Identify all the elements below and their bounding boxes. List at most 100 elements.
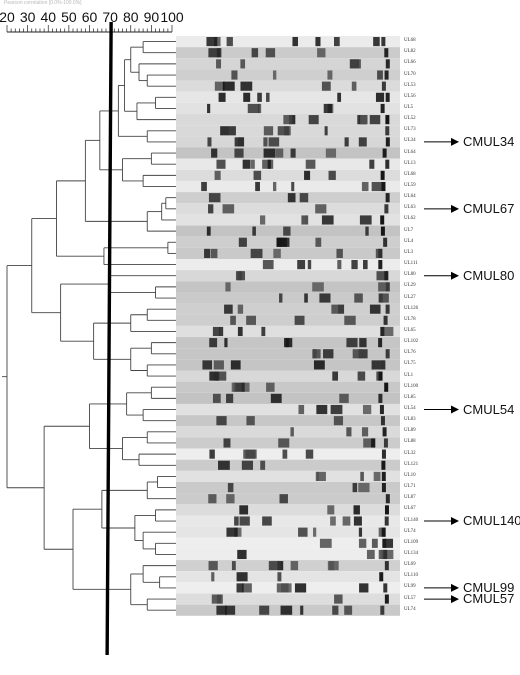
gel-band <box>384 561 389 571</box>
callout-arrow-head <box>451 517 459 526</box>
gel-band <box>226 37 233 47</box>
callout-arrow-head <box>451 595 459 604</box>
lane-label: UL4 <box>404 238 414 244</box>
callout-label: CMUL80 <box>463 267 515 283</box>
lane-label: UL140 <box>404 517 419 523</box>
gel-band <box>238 237 247 247</box>
lane-label: UL68 <box>404 171 416 177</box>
gel-band <box>369 304 381 314</box>
gel-band <box>231 70 238 80</box>
gel-band <box>376 371 381 381</box>
gel-band <box>371 538 378 548</box>
gel-band <box>383 438 388 448</box>
scale-tick-label: 60 <box>81 9 98 25</box>
gel-lane <box>176 314 400 326</box>
gel-band <box>385 349 390 359</box>
gel-lane <box>176 136 400 148</box>
gel-band <box>270 393 282 403</box>
gel-band <box>315 37 321 47</box>
gel-band <box>315 237 322 247</box>
lane-label: UL1 <box>404 372 414 378</box>
lane-label: UL67 <box>404 506 416 512</box>
gel-band <box>385 282 390 292</box>
gel-band <box>379 404 384 415</box>
gel-band <box>216 594 223 604</box>
gel-band <box>382 148 387 158</box>
gel-band <box>323 349 334 359</box>
gel-band <box>381 471 386 481</box>
gel-lane <box>176 392 400 404</box>
lane-label: UL111 <box>404 261 418 267</box>
gel-band <box>385 59 390 69</box>
gel-band <box>332 605 339 615</box>
gel-band <box>332 371 339 381</box>
callout-label: CMUL57 <box>463 591 515 607</box>
gel-band <box>352 349 362 359</box>
gel-lane <box>176 459 400 471</box>
lane-label: UL80 <box>404 272 416 278</box>
gel-band <box>300 605 304 615</box>
gel-band <box>344 315 356 325</box>
gel-band <box>312 282 324 292</box>
gel-band <box>262 516 272 526</box>
gel-lane <box>176 415 400 427</box>
gel-band <box>260 460 266 470</box>
gel-band <box>385 115 390 125</box>
gel-band <box>369 159 375 169</box>
gel-band <box>272 70 277 80</box>
gel-lane <box>176 504 400 516</box>
gel-lane <box>176 593 400 605</box>
gel-band <box>378 393 383 403</box>
gel-band <box>383 326 394 337</box>
gel-band <box>346 338 358 348</box>
gel-band <box>267 159 271 169</box>
gel-band <box>226 527 238 537</box>
gel-band <box>346 427 352 437</box>
lane-label: UL64 <box>404 149 416 155</box>
gel-band <box>213 371 220 381</box>
gel-lane <box>176 169 400 181</box>
gel-band <box>371 438 376 448</box>
gel-band <box>234 148 244 158</box>
gel-band <box>224 338 228 348</box>
gel-band <box>208 193 221 203</box>
gel-band <box>357 371 366 381</box>
gel-band <box>208 48 221 58</box>
gel-band <box>315 204 327 214</box>
gel-band <box>305 159 316 169</box>
gel-band <box>378 260 383 270</box>
gel-band <box>251 48 259 58</box>
gel-band <box>282 449 288 459</box>
gel-band <box>321 215 334 225</box>
gel-band <box>385 126 390 136</box>
gel-band <box>218 460 230 470</box>
gel-lane <box>176 214 400 226</box>
lane-label: UL27 <box>404 294 416 300</box>
gel-band <box>378 371 383 381</box>
gel-band <box>255 181 260 192</box>
gel-band <box>211 594 222 604</box>
gel-band <box>354 293 363 303</box>
gel-band <box>382 427 387 437</box>
gel-band <box>250 159 255 169</box>
gel-band <box>247 103 260 114</box>
gel-band <box>241 460 254 470</box>
gel-band <box>263 126 274 136</box>
gel-band <box>237 549 247 560</box>
gel-band <box>385 494 390 504</box>
gel-band <box>208 561 218 571</box>
gel-band <box>236 572 248 582</box>
gel-band <box>365 226 369 236</box>
gel-band <box>334 594 343 604</box>
gel-band <box>202 360 213 370</box>
scale-tick-label: 100 <box>160 9 184 25</box>
callout-label: CMUL34 <box>463 133 515 149</box>
lane-label: UL99 <box>404 584 416 590</box>
gel-band <box>369 115 381 125</box>
gel-band <box>276 583 289 593</box>
gel-band <box>228 126 236 136</box>
gel-band <box>352 483 358 493</box>
lane-label: UL56 <box>404 93 416 99</box>
gel-band <box>240 59 246 69</box>
gel-band <box>214 81 225 91</box>
